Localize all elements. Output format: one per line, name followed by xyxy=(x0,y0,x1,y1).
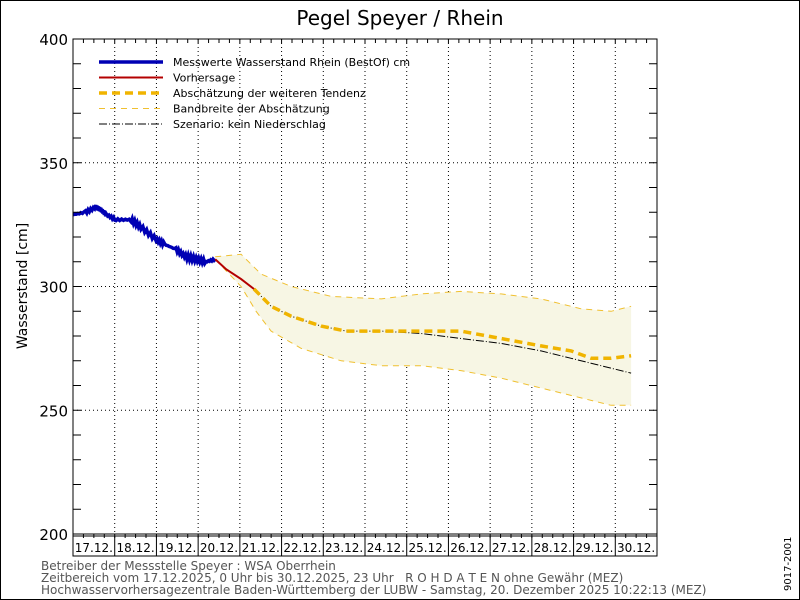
trend-estimate-line xyxy=(252,287,632,361)
x-tick-label: 18.12. xyxy=(116,541,154,555)
x-tick-label: 28.12. xyxy=(534,541,572,555)
x-tick-label: 30.12. xyxy=(617,541,655,555)
x-tick-label: 24.12. xyxy=(367,541,405,555)
x-tick-label: 26.12. xyxy=(450,541,488,555)
x-tick-label: 17.12. xyxy=(75,541,113,555)
legend-label: Bandbreite der Abschätzung xyxy=(173,103,330,116)
x-tick-label: 25.12. xyxy=(408,541,446,555)
forecast-line xyxy=(214,258,255,290)
x-tick-label: 27.12. xyxy=(492,541,530,555)
y-tick-label: 350 xyxy=(39,155,68,173)
measured-water-level-line xyxy=(72,204,217,269)
footer-source: Hochwasservorhersagezentrale Baden-Württ… xyxy=(41,583,707,597)
x-tick-label: 29.12. xyxy=(575,541,613,555)
y-tick-label: 400 xyxy=(39,31,68,49)
y-axis-label: Wasserstand [cm] xyxy=(15,223,31,349)
legend-label: Vorhersage xyxy=(173,72,235,85)
footer-time-range: Zeitbereich vom 17.12.2025, 0 Uhr bis 30… xyxy=(41,571,624,585)
band-lower-line xyxy=(214,258,632,406)
x-tick-label: 20.12. xyxy=(200,541,238,555)
y-tick-label: 250 xyxy=(39,402,68,420)
legend-label: Messwerte Wasserstand Rhein (BestOf) cm xyxy=(173,56,410,69)
footer-operator: Betreiber der Messstelle Speyer : WSA Ob… xyxy=(41,559,336,573)
x-tick-label: 23.12. xyxy=(325,541,363,555)
x-tick-label: 22.12. xyxy=(283,541,321,555)
legend-label: Abschätzung der weiteren Tendenz xyxy=(173,87,366,100)
band-upper-line xyxy=(215,253,632,312)
plot-frame xyxy=(72,38,658,535)
chart-title: Pegel Speyer / Rhein xyxy=(296,6,503,30)
y-tick-label: 300 xyxy=(39,279,68,297)
y-tick-label: 200 xyxy=(39,526,68,544)
uncertainty-band-fill xyxy=(215,254,632,406)
side-code: 9017-2001 xyxy=(783,536,794,591)
legend-label: Szenario: kein Niederschlag xyxy=(173,118,326,131)
x-tick-label: 19.12. xyxy=(158,541,196,555)
x-tick-label: 21.12. xyxy=(242,541,280,555)
